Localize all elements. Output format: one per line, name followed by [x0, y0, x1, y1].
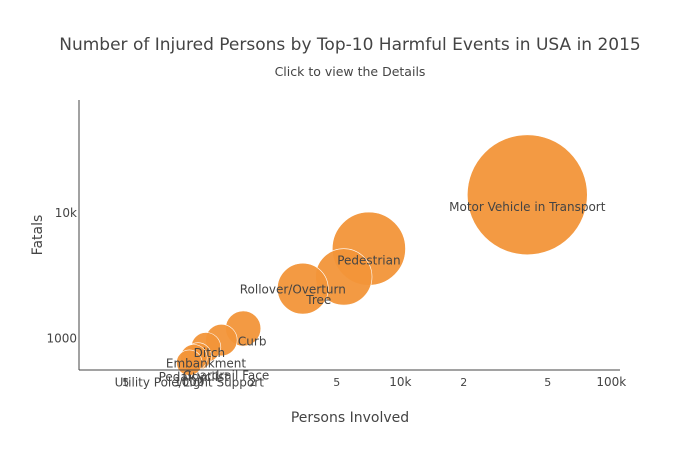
- bubble-label-pedestrian: Pedestrian: [337, 254, 400, 268]
- bubble-rollover-overturn[interactable]: [277, 262, 329, 315]
- bubble-layer: [176, 134, 588, 376]
- bubble-label-motor-vehicle-in-transport: Motor Vehicle in Transport: [449, 200, 606, 214]
- x-tick-label: 2: [249, 376, 256, 389]
- bubble-label-layer: Motor Vehicle in Transport Pedestrian Roll…: [115, 200, 606, 390]
- bubble-label-rollover-overturn: Rollover/Overturn: [240, 283, 346, 297]
- y-tick-label: 10k: [55, 206, 77, 220]
- y-tick-label: 1000: [46, 331, 77, 345]
- bubble-label-ditch: Ditch: [194, 346, 225, 360]
- x-tick-label: 1000: [174, 375, 205, 389]
- x-axis-title: Persons Involved: [291, 410, 409, 426]
- y-tick-layer: 1000 10k: [46, 206, 77, 345]
- x-tick-label: 10k: [389, 375, 411, 389]
- x-tick-label: 5: [544, 376, 551, 389]
- x-tick-layer: 5 1000 2 5 10k 2 5 100k: [122, 375, 626, 389]
- bubble-label-guardrail-face: Guardrail Face: [183, 368, 270, 382]
- x-tick-label: 100k: [596, 375, 626, 389]
- bubble-utility-pole-light-support[interactable]: [176, 349, 203, 376]
- chart-subtitle[interactable]: Click to view the Details: [275, 64, 426, 79]
- y-axis-title: Fatals: [30, 215, 46, 256]
- chart-title: Number of Injured Persons by Top-10 Harm…: [59, 35, 641, 55]
- x-tick-label: 2: [460, 376, 467, 389]
- bubble-label-pedalcyclist: Pedalcyclist: [159, 370, 230, 384]
- bubble-motor-vehicle-in-transport[interactable]: [466, 134, 588, 256]
- x-tick-label: 5: [122, 376, 129, 389]
- bubble-label-utility-pole-light-support: Utility Pole/Light Support: [115, 376, 265, 390]
- bubble-label-tree: Tree: [305, 293, 331, 307]
- x-tick-label: 5: [333, 376, 340, 389]
- bubble-label-embankment: Embankment: [166, 356, 246, 370]
- bubble-label-curb: Curb: [238, 335, 267, 349]
